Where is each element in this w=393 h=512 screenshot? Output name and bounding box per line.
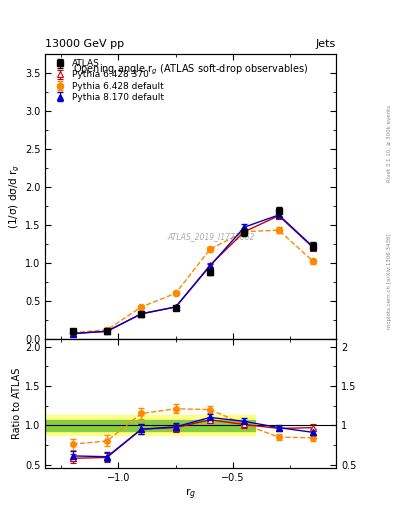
Y-axis label: (1/σ) dσ/d r$_g$: (1/σ) dσ/d r$_g$ <box>7 164 22 229</box>
Y-axis label: Ratio to ATLAS: Ratio to ATLAS <box>12 368 22 439</box>
Text: Jets: Jets <box>316 38 336 49</box>
Text: mcplots.cern.ch [arXiv:1306.3436]: mcplots.cern.ch [arXiv:1306.3436] <box>387 234 391 329</box>
Text: 13000 GeV pp: 13000 GeV pp <box>45 38 124 49</box>
X-axis label: r$_g$: r$_g$ <box>185 486 196 502</box>
Bar <box>45 415 255 436</box>
Text: Rivet 3.1.10, ≥ 300k events: Rivet 3.1.10, ≥ 300k events <box>387 105 391 182</box>
Bar <box>45 420 255 431</box>
Text: Opening angle r$_g$ (ATLAS soft-drop observables): Opening angle r$_g$ (ATLAS soft-drop obs… <box>73 62 308 77</box>
Text: ATLAS_2019_I1772062: ATLAS_2019_I1772062 <box>167 232 255 241</box>
Legend: ATLAS, Pythia 6.428 370, Pythia 6.428 default, Pythia 8.170 default: ATLAS, Pythia 6.428 370, Pythia 6.428 de… <box>49 57 166 104</box>
